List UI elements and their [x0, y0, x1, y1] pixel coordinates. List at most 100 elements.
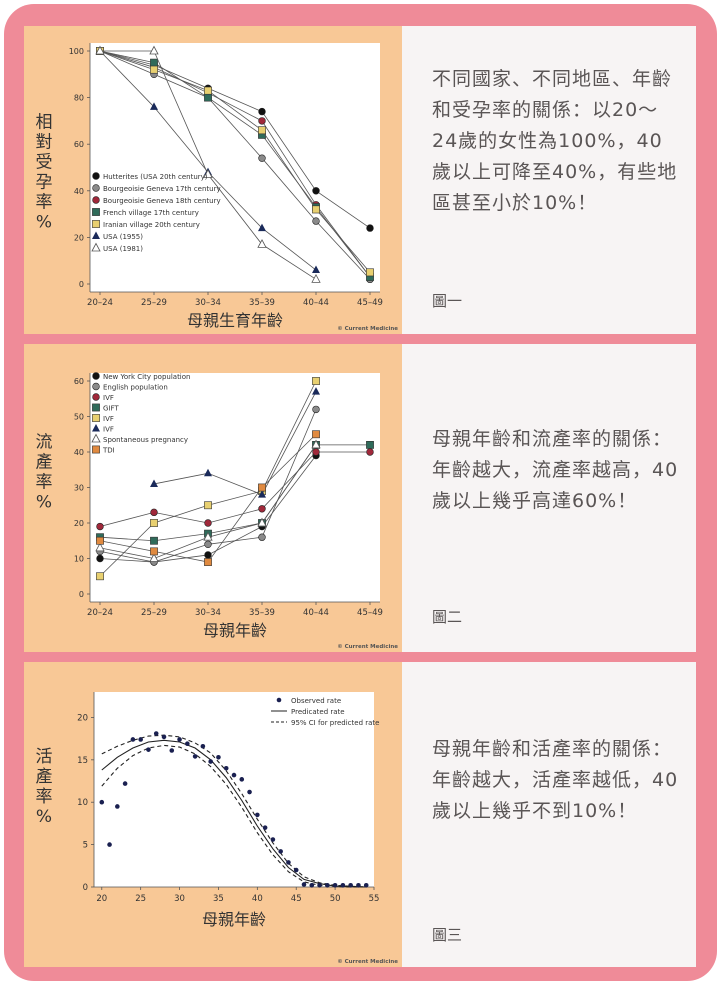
y-tick-label: 40 — [74, 448, 84, 457]
miscarriage-chart: 0 10 20 30 40 50 60 20–24 25–29 30–34 35–39 40–44 45… — [36, 372, 398, 650]
data-point — [95, 542, 105, 552]
legend-marker — [92, 382, 100, 391]
legend-marker — [92, 196, 100, 204]
data-point — [149, 45, 159, 55]
y-tick-label: 10 — [77, 798, 88, 808]
legend-marker — [92, 445, 100, 454]
data-point — [312, 187, 320, 195]
x-tick-label: 25–29 — [141, 298, 167, 308]
data-point — [366, 448, 374, 456]
y-tick-label: 15 — [77, 756, 88, 766]
data-point — [312, 430, 320, 439]
data-point — [149, 553, 159, 562]
observed-point — [255, 812, 260, 818]
series-line — [99, 444, 370, 542]
y-tick-label: 100 — [69, 47, 84, 56]
x-tick-label: 25–29 — [141, 608, 167, 618]
y-tick-label: 20 — [74, 233, 84, 242]
x-tick-label: 40–44 — [303, 608, 329, 618]
ci-upper-line — [101, 734, 367, 888]
data-point — [150, 508, 158, 517]
fertility-chart: 0 20 40 60 80 100 20–24 25–29 30–34 35–39 40–44 45–… — [36, 43, 398, 332]
x-tick-label: 25 — [135, 894, 146, 904]
y-axis-title: 相對受孕率% — [36, 113, 53, 233]
y-tick-label: 0 — [79, 590, 84, 599]
data-point — [203, 169, 213, 178]
observed-point — [122, 781, 128, 786]
x-tick-label: 20–24 — [87, 608, 113, 618]
legend-entry: English population — [103, 384, 168, 392]
data-point — [150, 58, 158, 67]
series-line — [99, 50, 371, 273]
legend-marker — [92, 208, 100, 216]
data-point — [150, 519, 158, 527]
panel-3-description: 母親年齡和活產率的關係：年齡越大，活產率越低，40歲以上幾乎不到10%！ — [432, 738, 679, 822]
figure-3-label: 圖三 — [432, 926, 463, 944]
data-point — [150, 536, 158, 545]
y-axis-title: 活產率% — [36, 747, 53, 827]
observed-point — [293, 867, 299, 873]
data-point — [258, 223, 266, 232]
legend-marker — [92, 403, 100, 412]
observed-point — [262, 825, 268, 830]
observed-point — [325, 883, 330, 888]
legend-entry: IVF — [103, 426, 114, 434]
x-tick-label: 30 — [174, 894, 185, 904]
legend-marker — [92, 414, 100, 422]
observed-point — [138, 737, 143, 742]
data-point — [96, 536, 104, 545]
legend-entry: New York City population — [103, 373, 190, 381]
data-point — [258, 490, 266, 498]
data-point — [258, 107, 266, 116]
data-point — [204, 540, 212, 549]
data-point — [204, 558, 212, 566]
live-birth-chart: 0 5 10 15 20 20 25 30 35 40 45 50 55 Observed rate Pre… — [36, 692, 398, 965]
data-point — [366, 268, 374, 277]
legend-entry: Iranian village 20th century — [103, 221, 200, 229]
x-tick-label: 40 — [252, 894, 263, 904]
chart-1-background: 0 20 40 60 80 100 20–24 25–29 30–34 35–39 40–44 45–… — [24, 26, 402, 334]
credit-line: © Current Medicine — [337, 326, 398, 332]
data-point — [258, 117, 266, 125]
panel-2-description: 母親年齡和流產率的關係：年齡越大，流產率越高，40歲以上幾乎高達60%！ — [432, 428, 679, 512]
data-point — [258, 154, 266, 162]
data-point — [312, 377, 320, 385]
y-tick-label: 0 — [83, 883, 88, 893]
observed-point — [208, 759, 213, 764]
y-tick-label: 20 — [74, 519, 84, 528]
legend-marker — [92, 393, 100, 401]
observed-point — [348, 883, 353, 888]
legend-marker — [92, 184, 100, 192]
legend-marker — [92, 172, 100, 180]
y-tick-label: 50 — [74, 413, 84, 422]
observed-point — [115, 804, 120, 809]
data-point — [96, 572, 104, 581]
y-tick-label: 80 — [74, 94, 84, 103]
x-tick-label: 45–49 — [357, 298, 383, 308]
data-point — [204, 93, 212, 102]
data-point — [311, 273, 321, 283]
data-point — [258, 533, 266, 541]
figure-1-label: 圖一 — [432, 292, 463, 310]
data-point — [366, 224, 374, 232]
data-point — [204, 501, 212, 510]
observed-point — [161, 734, 167, 740]
data-point — [204, 86, 212, 95]
legend-entry: USA (1955) — [103, 233, 143, 241]
chart-2-background: 0 10 20 30 40 50 60 20–24 25–29 30–34 35–39 40–44 45… — [24, 344, 402, 652]
x-axis-title: 母親生育年齡 — [187, 311, 283, 330]
y-tick-label: 60 — [74, 377, 84, 386]
legend-marker — [276, 697, 282, 703]
data-point — [312, 387, 320, 395]
data-point — [204, 519, 212, 527]
x-tick-label: 40–44 — [303, 298, 329, 308]
legend-entry: Spontaneous pregnancy — [103, 436, 188, 444]
x-tick-label: 35 — [213, 894, 224, 904]
legend-marker — [91, 242, 101, 252]
observed-point — [185, 741, 190, 747]
predicted-line — [101, 739, 367, 888]
observed-point — [332, 883, 338, 888]
ci-lower-line — [101, 744, 367, 888]
y-tick-label: 20 — [77, 713, 88, 723]
series-line — [99, 50, 371, 280]
